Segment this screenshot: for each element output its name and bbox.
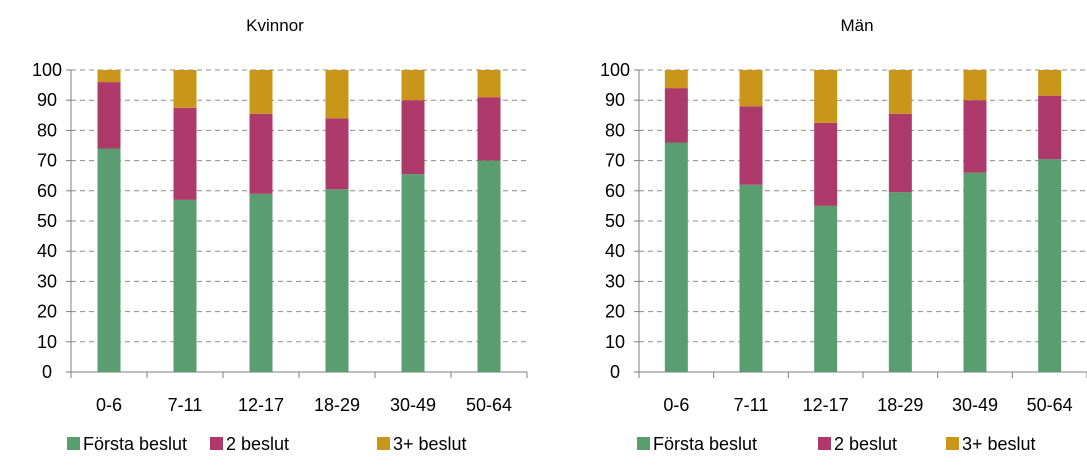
legend-item: Första beslut xyxy=(637,434,757,454)
y-tick-label: 70 xyxy=(37,151,57,171)
bar-7-11-series-3 xyxy=(173,70,197,108)
bar-0-6-series-1 xyxy=(97,148,121,372)
bar-30-49-series-3 xyxy=(401,70,425,101)
legend-swatch xyxy=(67,437,80,450)
bar-30-49-series-3 xyxy=(963,70,987,101)
bar-12-17-series-3 xyxy=(249,70,273,114)
x-tick-label: 30-49 xyxy=(390,395,436,415)
y-tick-label: 50 xyxy=(37,211,57,231)
bar-50-64-series-3 xyxy=(477,70,501,98)
bar-18-29-series-1 xyxy=(325,189,349,372)
bar-0-6-series-2 xyxy=(97,82,121,149)
bar-7-11-series-1 xyxy=(739,184,763,372)
legend-item: Första beslut xyxy=(67,434,187,454)
y-tick-label: 80 xyxy=(605,120,625,140)
bar-7-11-series-3 xyxy=(739,70,763,107)
bar-30-49-series-1 xyxy=(401,174,425,372)
legend-label: Första beslut xyxy=(653,434,757,454)
y-tick-label: 90 xyxy=(605,90,625,110)
legend-label: Första beslut xyxy=(83,434,187,454)
bar-18-29-series-2 xyxy=(325,118,349,190)
bar-18-29-series-1 xyxy=(888,192,912,372)
bar-50-64-series-1 xyxy=(1038,159,1062,372)
legend-item: 3+ beslut xyxy=(946,434,1036,454)
y-tick-label: 40 xyxy=(37,241,57,261)
y-tick-label: 70 xyxy=(605,151,625,171)
y-tick-label: 40 xyxy=(605,241,625,261)
legend-item: 3+ beslut xyxy=(377,434,467,454)
y-tick-label: 60 xyxy=(605,181,625,201)
x-tick-label: 12-17 xyxy=(238,395,284,415)
x-tick-label: 18-29 xyxy=(314,395,360,415)
bar-0-6-series-2 xyxy=(664,88,688,143)
y-tick-label: 20 xyxy=(605,302,625,322)
chart-panel-2: Män 0 10 20 30 40 50 60 70 80 90 100 0-6 7-11 12-17 18-… xyxy=(600,16,1087,454)
y-tick-label: 0 xyxy=(42,362,52,382)
bar-7-11-series-1 xyxy=(173,199,197,372)
chart-title: Kvinnor xyxy=(246,16,304,35)
bar-50-64-series-1 xyxy=(477,160,501,372)
legend-label: 3+ beslut xyxy=(962,434,1036,454)
legend-item: 2 beslut xyxy=(210,434,289,454)
bar-50-64-series-3 xyxy=(1038,70,1062,96)
y-tick-label: 10 xyxy=(37,332,57,352)
bar-12-17-series-3 xyxy=(814,70,838,123)
y-tick-label: 20 xyxy=(37,302,57,322)
bar-0-6-series-3 xyxy=(664,70,688,89)
bar-12-17-series-1 xyxy=(249,193,273,372)
y-tick-label: 50 xyxy=(605,211,625,231)
chart-title: Män xyxy=(840,16,873,35)
bar-12-17-series-2 xyxy=(814,122,838,206)
y-tick-label: 100 xyxy=(600,60,630,80)
bar-18-29-series-2 xyxy=(888,113,912,193)
y-tick-label: 10 xyxy=(605,332,625,352)
x-tick-label: 50-64 xyxy=(1027,395,1073,415)
x-tick-label: 0-6 xyxy=(663,395,689,415)
x-tick-label: 12-17 xyxy=(803,395,849,415)
bar-0-6-series-3 xyxy=(97,70,121,83)
bar-30-49-series-2 xyxy=(401,100,425,175)
x-tick-label: 7-11 xyxy=(168,395,203,415)
y-tick-label: 30 xyxy=(605,271,625,291)
bar-12-17-series-1 xyxy=(814,205,838,372)
bar-0-6-series-1 xyxy=(664,142,688,372)
y-tick-label: 80 xyxy=(37,120,57,140)
legend-label: 2 beslut xyxy=(226,434,289,454)
bar-7-11-series-2 xyxy=(173,107,197,200)
bar-18-29-series-3 xyxy=(325,70,349,119)
legend-swatch xyxy=(377,437,390,450)
bar-30-49-series-2 xyxy=(963,100,987,173)
legend-label: 2 beslut xyxy=(834,434,897,454)
legend-item: 2 beslut xyxy=(818,434,897,454)
bar-50-64-series-2 xyxy=(477,97,501,161)
bar-50-64-series-2 xyxy=(1038,95,1062,160)
y-tick-label: 30 xyxy=(37,271,57,291)
y-tick-label: 90 xyxy=(37,90,57,110)
x-tick-label: 50-64 xyxy=(466,395,512,415)
x-tick-label: 18-29 xyxy=(877,395,923,415)
bar-12-17-series-2 xyxy=(249,113,273,194)
legend-label: 3+ beslut xyxy=(393,434,467,454)
y-tick-label: 60 xyxy=(37,181,57,201)
legend-swatch xyxy=(946,437,959,450)
legend-swatch xyxy=(637,437,650,450)
bar-30-49-series-1 xyxy=(963,172,987,372)
legend-swatch xyxy=(818,437,831,450)
bar-7-11-series-2 xyxy=(739,106,763,185)
y-tick-label: 0 xyxy=(610,362,620,382)
y-tick-label: 100 xyxy=(32,60,62,80)
legend-swatch xyxy=(210,437,223,450)
x-tick-label: 7-11 xyxy=(734,395,769,415)
bar-18-29-series-3 xyxy=(888,70,912,114)
x-tick-label: 30-49 xyxy=(952,395,998,415)
x-tick-label: 0-6 xyxy=(96,395,122,415)
chart-panel-1: Kvinnor 0 10 20 30 40 50 60 70 80 90 100 0-6 7-11 12-1… xyxy=(32,16,528,454)
